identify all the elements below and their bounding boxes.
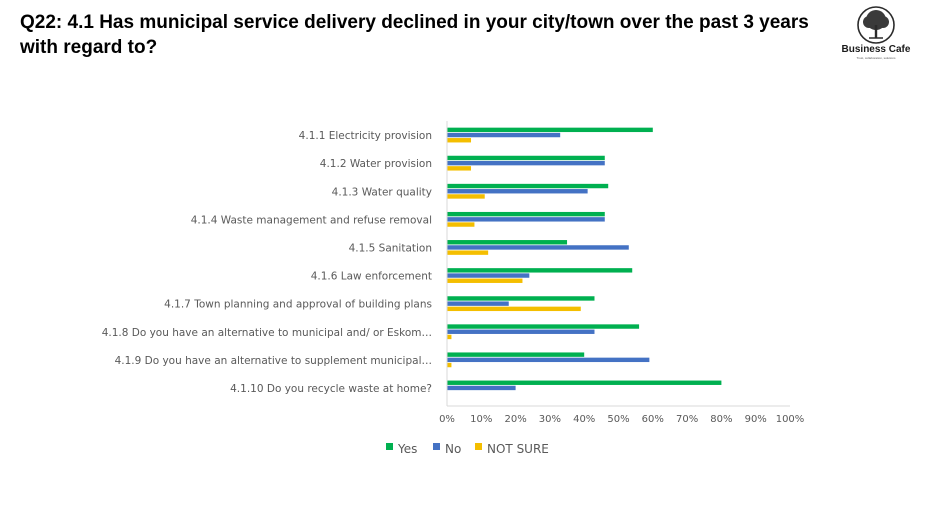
logo-name: Business Cafe xyxy=(841,44,911,55)
bar-not-sure xyxy=(447,334,452,340)
bar-yes xyxy=(447,296,595,301)
bar-yes xyxy=(447,324,640,329)
category-label: 4.1.8 Do you have an alternative to muni… xyxy=(102,327,432,339)
bar-no xyxy=(447,217,605,222)
bar-not-sure xyxy=(447,222,475,227)
legend-label: NOT SURE xyxy=(487,442,549,456)
bar-yes xyxy=(447,380,722,385)
bar-not-sure xyxy=(447,250,489,255)
bar-no xyxy=(447,245,629,250)
x-tick-label: 50% xyxy=(607,414,629,425)
bar-yes xyxy=(447,352,585,357)
category-label: 4.1.2 Water provision xyxy=(320,158,432,170)
category-label: 4.1.3 Water quality xyxy=(332,186,432,198)
bar-no xyxy=(447,273,530,278)
category-label: 4.1.7 Town planning and approval of buil… xyxy=(164,299,432,311)
x-tick-label: 90% xyxy=(745,414,767,425)
legend-swatch-no xyxy=(433,443,440,450)
legend-label: Yes xyxy=(397,442,417,456)
bar-yes xyxy=(447,183,609,189)
bar-not-sure xyxy=(447,166,472,171)
bar-not-sure xyxy=(447,138,472,143)
bar-no xyxy=(447,301,509,306)
x-tick-label: 70% xyxy=(676,414,698,425)
x-tick-label: 20% xyxy=(504,414,526,425)
x-tick-label: 100% xyxy=(776,414,805,425)
business-cafe-logo: Business Cafe Trust, collaboration, solu… xyxy=(833,6,919,64)
legend-swatch-yes xyxy=(386,443,393,450)
category-label: 4.1.10 Do you recycle waste at home? xyxy=(230,383,432,395)
category-label: 4.1.1 Electricity provision xyxy=(299,130,432,142)
bar-not-sure xyxy=(447,362,452,368)
bar-not-sure xyxy=(447,194,485,199)
bar-not-sure xyxy=(447,306,581,312)
logo-tagline: Trust, collaboration, solutions xyxy=(856,56,896,60)
bar-no xyxy=(447,132,561,138)
category-label: 4.1.9 Do you have an alternative to supp… xyxy=(115,355,432,367)
category-label: 4.1.6 Law enforcement xyxy=(311,271,432,283)
legend-swatch-not-sure xyxy=(475,443,482,450)
x-tick-label: 80% xyxy=(710,414,732,425)
x-tick-label: 0% xyxy=(439,414,455,425)
bar-yes xyxy=(447,155,605,161)
page-title: Q22: 4.1 Has municipal service delivery … xyxy=(20,12,809,58)
x-tick-label: 30% xyxy=(539,414,561,425)
legend-label: No xyxy=(445,442,461,456)
category-label: 4.1.4 Waste management and refuse remova… xyxy=(191,214,432,226)
category-label: 4.1.5 Sanitation xyxy=(349,242,432,254)
x-tick-label: 60% xyxy=(642,414,664,425)
bar-yes xyxy=(447,127,653,133)
bar-no xyxy=(447,189,588,194)
bar-yes xyxy=(447,240,568,245)
bar-no xyxy=(447,160,605,166)
x-tick-label: 10% xyxy=(470,414,492,425)
bar-no xyxy=(447,385,516,391)
bar-yes xyxy=(447,211,605,217)
bar-not-sure xyxy=(447,278,523,283)
x-tick-label: 40% xyxy=(573,414,595,425)
bar-no xyxy=(447,329,595,334)
bar-no xyxy=(447,357,650,363)
bar-yes xyxy=(447,268,633,273)
tree-icon xyxy=(857,6,895,44)
